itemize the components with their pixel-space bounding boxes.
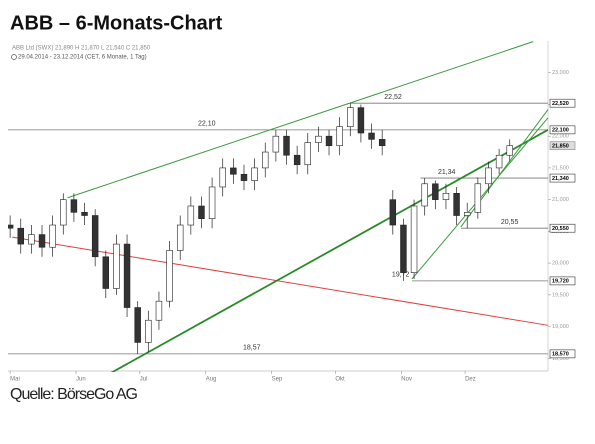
candle-body bbox=[198, 205, 205, 219]
candle-body bbox=[293, 154, 301, 166]
candle-body bbox=[315, 135, 322, 143]
candle-body bbox=[368, 132, 375, 140]
candle-body bbox=[166, 250, 173, 302]
chart-title: ABB – 6-Monats-Chart bbox=[10, 12, 223, 34]
source: Quelle: BörseGo AG bbox=[10, 386, 138, 403]
level-label: 20,55 bbox=[501, 219, 519, 226]
y-tick-label: 19,000 bbox=[552, 324, 569, 330]
y-tick-label: 18,500 bbox=[552, 356, 569, 362]
candle-body bbox=[463, 212, 471, 216]
candle-body bbox=[442, 193, 450, 200]
candle-body bbox=[421, 183, 428, 207]
level-label: 21,34 bbox=[438, 169, 456, 176]
candle-body bbox=[81, 212, 88, 216]
candle-body bbox=[453, 193, 460, 216]
candle-body bbox=[347, 107, 354, 127]
y-tick-label: 21,000 bbox=[552, 197, 569, 203]
candle-body bbox=[506, 145, 513, 156]
candle-body bbox=[378, 139, 386, 147]
candle-body bbox=[389, 199, 397, 226]
level-box bbox=[549, 223, 576, 233]
last-price-box bbox=[549, 141, 576, 151]
level-label: 22,10 bbox=[198, 121, 216, 128]
candle-body bbox=[230, 167, 237, 175]
candle-body bbox=[410, 205, 418, 273]
level-box bbox=[549, 125, 576, 135]
clock-icon bbox=[11, 54, 17, 60]
trendline bbox=[460, 109, 549, 228]
level-box bbox=[549, 98, 576, 108]
y-tick-label: 23,000 bbox=[552, 70, 569, 76]
last-price-label: 21,850 bbox=[552, 143, 569, 149]
candle-body bbox=[325, 135, 333, 147]
y-tick-label: 22,000 bbox=[552, 134, 569, 140]
candle-body bbox=[49, 224, 56, 248]
chart-subtitle: ABB Ltd (SWX) 21,890 H 21,870 L 21,540 C… bbox=[12, 46, 151, 52]
candle-body bbox=[134, 307, 141, 343]
x-tick-label: Jun bbox=[76, 377, 86, 383]
level-axis-label: 18,570 bbox=[552, 352, 569, 358]
candle-body bbox=[60, 199, 67, 226]
candle-body bbox=[251, 167, 258, 181]
x-tick-label: Nov bbox=[401, 377, 412, 383]
level-axis-label: 20,550 bbox=[552, 226, 569, 232]
x-tick-label: Dez bbox=[465, 377, 476, 383]
candle-body bbox=[336, 126, 343, 147]
candle-body bbox=[102, 256, 110, 289]
candle-body bbox=[262, 151, 269, 169]
y-tick-label: 21,500 bbox=[552, 165, 569, 171]
y-tick-label: 20,000 bbox=[552, 261, 569, 267]
plot bbox=[8, 41, 549, 372]
level-label: 22,52 bbox=[384, 94, 402, 101]
trendline bbox=[110, 129, 549, 372]
candle-body bbox=[113, 243, 120, 289]
level-box bbox=[549, 173, 576, 183]
candle-body bbox=[8, 224, 14, 229]
candle-body bbox=[219, 167, 226, 188]
level-label: 18,57 bbox=[243, 345, 261, 352]
candle-body bbox=[485, 167, 492, 185]
candle-body bbox=[38, 234, 46, 248]
trendline bbox=[67, 41, 534, 199]
level-axis-label: 22,520 bbox=[552, 101, 569, 107]
candle-body bbox=[283, 135, 290, 156]
level-axis-label: 19,720 bbox=[552, 279, 569, 285]
level-axis-label: 22,100 bbox=[552, 128, 569, 134]
candle-body bbox=[400, 224, 407, 273]
candle-body bbox=[145, 319, 152, 343]
x-tick-label: Mai bbox=[10, 377, 20, 383]
candle-body bbox=[176, 224, 184, 251]
level-box bbox=[549, 276, 576, 286]
candle-body bbox=[495, 154, 503, 169]
candle-body bbox=[70, 199, 78, 213]
candle-body bbox=[155, 300, 163, 321]
x-tick-label: Aug bbox=[206, 377, 217, 383]
trendline bbox=[12, 236, 549, 326]
level-box bbox=[549, 349, 576, 359]
candle-body bbox=[28, 234, 35, 245]
level-label: 19,72 bbox=[392, 272, 410, 279]
candle-body bbox=[240, 173, 248, 181]
chart-period: 29.04.2014 - 23.12.2014 (CET, 6 Monate, … bbox=[18, 55, 147, 61]
candle-body bbox=[91, 215, 99, 258]
candle-body bbox=[17, 227, 24, 245]
candle-body bbox=[357, 107, 365, 134]
candle-body bbox=[123, 243, 131, 308]
candle-body bbox=[474, 183, 482, 213]
x-tick-label: Sep bbox=[272, 377, 283, 383]
x-tick-label: Okt bbox=[335, 377, 345, 383]
candle-body bbox=[187, 205, 195, 226]
candle-body bbox=[304, 142, 311, 166]
candle-body bbox=[432, 183, 439, 200]
y-tick-label: 19,500 bbox=[552, 292, 569, 298]
x-tick-label: Jul bbox=[140, 377, 148, 383]
candle-body bbox=[208, 186, 216, 219]
candle-body bbox=[272, 135, 280, 153]
level-axis-label: 21,340 bbox=[552, 176, 569, 182]
